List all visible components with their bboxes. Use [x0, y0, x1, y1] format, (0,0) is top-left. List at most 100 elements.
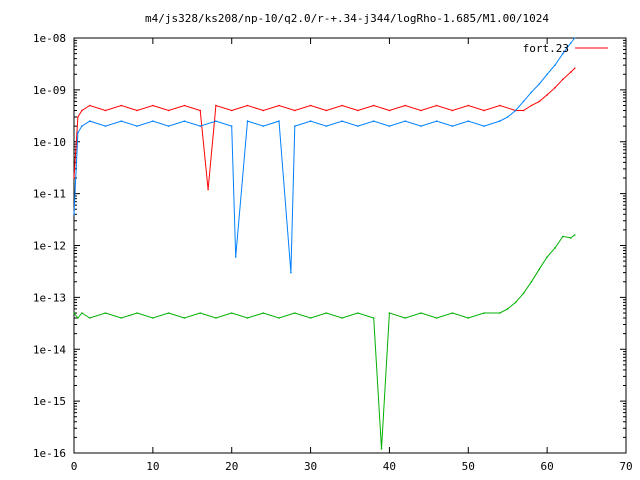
series-3-point	[230, 312, 233, 314]
series-1-point	[420, 109, 422, 112]
series-3-point	[341, 317, 343, 319]
series-2-point	[278, 120, 280, 122]
series-1-point	[546, 94, 548, 96]
series-1-point	[104, 109, 107, 112]
series-1-point	[357, 109, 359, 112]
series-3-point	[325, 312, 328, 314]
series-2-point	[199, 125, 201, 127]
series-2-point	[506, 116, 509, 118]
series-3-point	[372, 317, 375, 319]
series-2-point	[388, 125, 391, 127]
series-1-point	[435, 104, 438, 107]
legend-label: fort.23	[523, 42, 569, 55]
series-line-3	[73, 234, 576, 449]
series-3-point	[506, 308, 509, 310]
series-3-point	[570, 237, 572, 239]
series-1-point	[483, 109, 485, 112]
series-3-point	[435, 317, 438, 319]
series-line-1	[73, 67, 576, 190]
y-tick-label: 1e-16	[33, 447, 66, 460]
series-1-point	[388, 109, 391, 112]
series-3-point	[167, 312, 170, 314]
series-2-point	[562, 52, 564, 55]
y-tick-label: 1e-12	[33, 240, 66, 253]
series-2-point	[404, 120, 407, 122]
series-1-point	[215, 104, 217, 107]
series-1-point	[89, 104, 91, 107]
series-2-point	[357, 125, 359, 127]
x-tick-label: 60	[541, 460, 554, 473]
series-2-point	[81, 125, 83, 127]
series-1-point	[152, 104, 154, 107]
series-1-point	[570, 71, 572, 73]
series-3-point	[467, 317, 470, 319]
series-2-point	[573, 37, 576, 39]
series-2-point	[435, 120, 438, 122]
series-2-point	[120, 120, 123, 122]
series-3-point	[152, 317, 154, 319]
series-1-point	[309, 104, 312, 107]
series-2-point	[554, 64, 556, 66]
x-tick-label: 10	[146, 460, 159, 473]
series-1-point	[573, 67, 576, 70]
series-3-point	[81, 312, 83, 314]
series-1-point	[246, 104, 249, 107]
series-2-point	[152, 120, 154, 122]
series-2-point	[483, 125, 485, 127]
chart-title: m4/js328/ks208/np-10/q2.0/r-+.34-j344/lo…	[145, 12, 549, 25]
series-3-point	[514, 301, 517, 304]
series-3-point	[380, 448, 383, 450]
series-1-point	[341, 104, 343, 107]
series-1-point	[562, 78, 564, 81]
series-1-point	[120, 104, 123, 107]
series-1-point	[262, 109, 265, 112]
series-3-point	[262, 312, 265, 314]
series-2-point	[538, 83, 541, 85]
series-2-point	[570, 42, 572, 44]
series-2-point	[467, 120, 470, 122]
series-2-point	[451, 125, 454, 127]
series-2-point	[341, 120, 343, 122]
series-3-point	[136, 312, 138, 314]
series-3-point	[278, 317, 280, 319]
series-3-point	[73, 312, 75, 314]
series-1-point	[530, 104, 533, 107]
series-3-point	[215, 317, 217, 319]
series-1-point	[522, 109, 525, 112]
series-2-point	[290, 271, 292, 274]
series-3-point	[120, 317, 123, 319]
legend: fort.23	[523, 42, 608, 55]
series-3-point	[183, 317, 186, 319]
series-3-point	[104, 312, 107, 314]
series-1-point	[81, 109, 83, 112]
plot-area	[73, 37, 627, 454]
series-2-point	[77, 131, 79, 134]
series-1-point	[372, 104, 375, 107]
y-tick-label: 1e-15	[33, 395, 66, 408]
series-2-point	[73, 213, 75, 216]
series-2-point	[136, 125, 138, 127]
y-axis: 1e-16 1e-15 1e-14 1e-13 1e-12 1e-11 1e-10 1e-09…	[33, 32, 626, 460]
series-2-point	[167, 125, 170, 127]
x-tick-label: 20	[225, 460, 238, 473]
series-line-2	[73, 37, 576, 273]
series-1-point	[73, 177, 75, 179]
series-1-point	[554, 86, 556, 89]
series-1-point	[467, 104, 470, 107]
plot-border	[73, 37, 627, 454]
y-tick-label: 1e-11	[33, 188, 66, 201]
series-3-point	[357, 312, 359, 314]
series-2-point	[522, 100, 525, 103]
series-3-point	[546, 256, 548, 258]
series-2-point	[183, 120, 186, 122]
series-1-point	[230, 109, 233, 112]
series-3-point	[562, 235, 564, 238]
series-2-point	[294, 125, 296, 127]
y-tick-label: 1e-09	[33, 84, 66, 97]
series-2-point	[89, 120, 91, 122]
series-2-point	[546, 73, 548, 76]
y-tick-label: 1e-10	[33, 136, 66, 149]
y-tick-label: 1e-08	[33, 32, 66, 45]
series-3-point	[483, 312, 485, 314]
